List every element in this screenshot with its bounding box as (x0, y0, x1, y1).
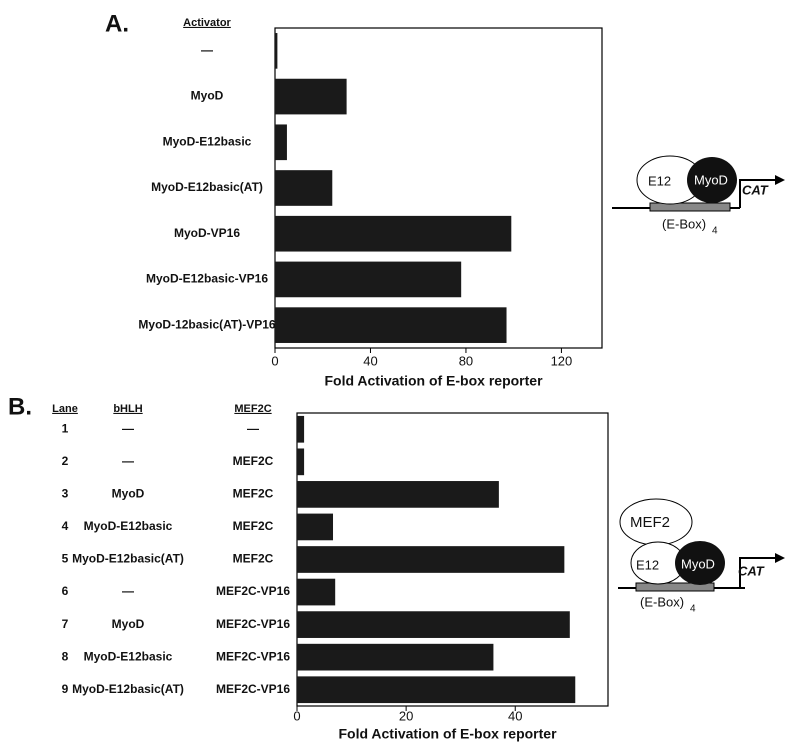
arrow-head (775, 175, 785, 185)
ebox-subscript: 4 (690, 604, 696, 615)
ebox-label: (E-Box) (640, 594, 684, 609)
bar (297, 448, 305, 476)
category-label: 4 (62, 519, 69, 533)
row-label: MyoD (112, 617, 145, 631)
row-label: — (122, 421, 134, 435)
bar (297, 546, 565, 573)
diagram-a: E12 MyoD CAT (E-Box) 4 (612, 155, 785, 237)
ebox-label: (E-Box) (662, 216, 706, 231)
bar (297, 578, 336, 606)
column-header: MEF2C (234, 403, 271, 415)
row-label: — (122, 584, 134, 598)
row-label: MyoD (112, 487, 145, 501)
bar (297, 676, 576, 704)
category-label: — (201, 43, 213, 57)
mef2-label: MEF2 (630, 514, 670, 531)
row-label: MyoD-E12basic(AT) (72, 552, 184, 566)
myod-shape (687, 157, 737, 203)
row-label: — (247, 421, 259, 435)
x-tick-label: 80 (459, 353, 473, 368)
x-tick-label: 120 (551, 353, 573, 368)
panel-label: A. (105, 10, 129, 37)
ebox-subscript: 4 (712, 226, 718, 237)
row-label: MEF2C-VP16 (216, 649, 290, 663)
bar (275, 124, 287, 161)
cat-label: CAT (738, 563, 765, 578)
bar (297, 611, 570, 638)
bar (275, 33, 278, 69)
category-header: Activator (183, 17, 231, 29)
myod-label: MyoD (681, 556, 715, 571)
promoter-arrow (739, 557, 775, 588)
bar (275, 261, 462, 298)
category-header: Lane (52, 403, 78, 415)
bar (275, 170, 333, 206)
row-label: MEF2C-VP16 (216, 682, 290, 696)
arrow-head (775, 553, 785, 563)
category-label: 2 (62, 454, 69, 468)
category-label: 6 (62, 584, 69, 598)
x-tick-label: 40 (508, 708, 522, 723)
category-label: 3 (62, 487, 69, 501)
category-label: MyoD (191, 89, 224, 103)
category-label: 5 (62, 552, 69, 566)
promoter-arrow (739, 179, 775, 208)
diagram-b: MEF2 E12 MyoD CAT (E-Box) 4 (618, 498, 785, 615)
myod-label: MyoD (694, 172, 728, 187)
bar (275, 78, 347, 115)
panel-label: B. (8, 393, 32, 420)
row-label: MEF2C (233, 454, 274, 468)
category-label: MyoD-12basic(AT)-VP16 (138, 317, 275, 331)
bar (275, 307, 507, 343)
column-header: bHLH (113, 403, 142, 415)
myod-shape (675, 541, 725, 585)
bar (297, 513, 334, 541)
row-label: MEF2C (233, 552, 274, 566)
x-axis-label: Fold Activation of E-box reporter (324, 373, 543, 389)
category-label: 9 (62, 682, 69, 696)
bar (297, 415, 305, 443)
x-tick-label: 0 (271, 353, 278, 368)
x-tick-label: 0 (293, 708, 300, 723)
row-label: MyoD-E12basic (84, 519, 173, 533)
row-label: MEF2C-VP16 (216, 584, 290, 598)
cat-label: CAT (742, 182, 769, 197)
row-label: MyoD-E12basic (84, 649, 173, 663)
ebox (635, 582, 715, 592)
row-label: MEF2C (233, 487, 274, 501)
x-tick-label: 40 (363, 353, 377, 368)
category-label: MyoD-E12basic(AT) (151, 180, 263, 194)
e12-label: E12 (648, 173, 671, 188)
category-label: 8 (62, 649, 69, 663)
e12-label: E12 (636, 557, 659, 572)
ebox (649, 202, 731, 212)
x-axis-label: Fold Activation of E-box reporter (338, 726, 557, 742)
category-label: MyoD-E12basic-VP16 (146, 272, 268, 286)
row-label: — (122, 454, 134, 468)
row-label: MEF2C (233, 519, 274, 533)
category-label: MyoD-VP16 (174, 226, 240, 240)
row-label: MEF2C-VP16 (216, 617, 290, 631)
category-label: MyoD-E12basic (163, 134, 252, 148)
row-label: MyoD-E12basic(AT) (72, 682, 184, 696)
category-label: 1 (62, 421, 69, 435)
category-label: 7 (62, 617, 69, 631)
x-tick-label: 20 (399, 708, 413, 723)
bar (275, 215, 512, 252)
bar (297, 643, 494, 671)
bar (297, 481, 499, 508)
